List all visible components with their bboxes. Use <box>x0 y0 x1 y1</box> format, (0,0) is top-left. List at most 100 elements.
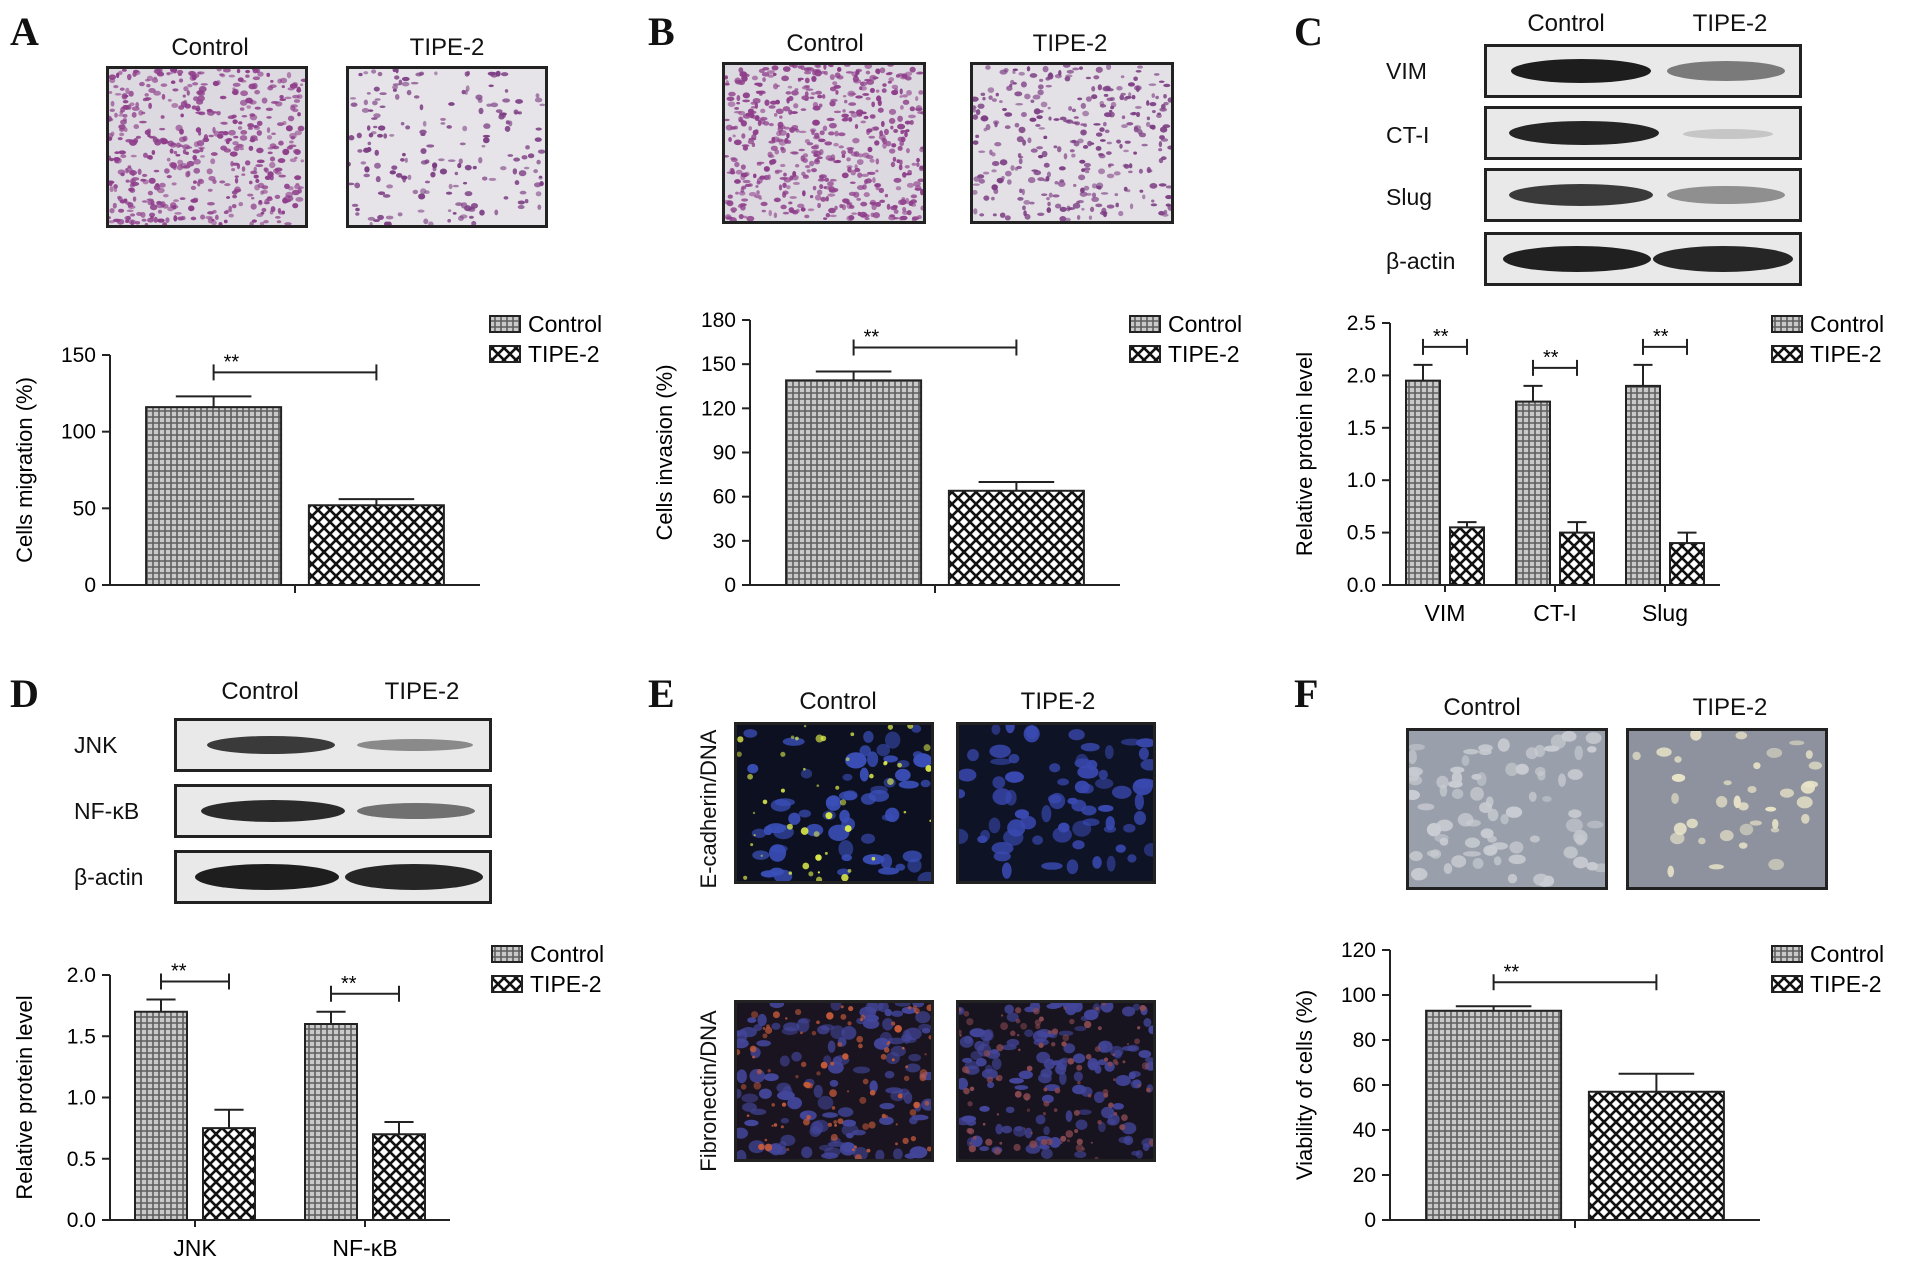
b-tipe2-label: TIPE-2 <box>1032 30 1108 57</box>
significance-label: ** <box>171 961 187 983</box>
c-blot-ct1 <box>1484 106 1802 160</box>
bar-tipe2 <box>202 1127 256 1221</box>
significance-label: ** <box>224 351 240 373</box>
panel-letter-e: E <box>648 671 675 716</box>
b-control-micrograph <box>722 62 926 224</box>
y-tick-label: 30 <box>713 530 736 553</box>
legend-label-control: Control <box>1810 941 1884 967</box>
x-tick-label: CT-I <box>1533 600 1576 626</box>
bar-control <box>134 1010 188 1221</box>
legend-swatch-tipe2 <box>489 345 521 363</box>
legend-swatch-control <box>491 945 523 963</box>
f-tipe2-label: TIPE-2 <box>1692 694 1768 721</box>
y-tick-label: 0.5 <box>67 1148 96 1171</box>
d-blot-label-jnk: JNK <box>74 732 118 758</box>
y-tick-label: 90 <box>713 442 736 465</box>
e-tipe2-label: TIPE-2 <box>1020 688 1096 715</box>
d-tipe2-label: TIPE-2 <box>384 678 460 705</box>
legend-swatch-control <box>1771 945 1803 963</box>
d-control-label: Control <box>221 678 299 705</box>
y-tick-label: 1.0 <box>67 1087 96 1110</box>
bar-tipe2 <box>1559 531 1595 587</box>
y-tick-label: 1.5 <box>1347 417 1376 440</box>
legend-swatch-control <box>1129 315 1161 333</box>
significance-label: ** <box>1433 326 1449 348</box>
x-tick-label: NF-κB <box>332 1235 397 1261</box>
y-tick-label: 0.5 <box>1347 522 1376 545</box>
legend-label-tipe2: TIPE-2 <box>530 971 602 997</box>
chart-b: 0 30 60 90 120 150 180 Cells invasion (%) ** Cont… <box>652 309 1242 597</box>
chart-c: 0.0 0.5 1.0 1.5 2.0 2.5 Relative protein level… <box>1292 311 1884 626</box>
legend-label-control: Control <box>530 941 604 967</box>
y-tick-label: 1.5 <box>67 1025 96 1048</box>
legend-label-tipe2: TIPE-2 <box>1810 971 1882 997</box>
bar-control <box>1515 400 1551 586</box>
a-tipe2-micrograph <box>346 66 548 228</box>
bar-tipe2 <box>947 489 1085 586</box>
c-blot-label-actin: β-actin <box>1386 248 1456 274</box>
y-tick-label: 100 <box>1341 984 1376 1007</box>
y-tick-label: 50 <box>73 497 96 520</box>
y-tick-label: 0.0 <box>1347 574 1376 597</box>
legend-swatch-control <box>1771 315 1803 333</box>
e-control-label: Control <box>799 688 877 715</box>
c-blot-label-vim: VIM <box>1386 58 1427 84</box>
y-tick-label: 40 <box>1353 1119 1376 1142</box>
c-blot-label-ct1: CT-I <box>1386 122 1430 148</box>
y-tick-label: 120 <box>701 397 736 420</box>
y-tick-label: 0 <box>84 574 96 597</box>
y-tick-label: 80 <box>1353 1029 1376 1052</box>
panel-letter-f: F <box>1294 671 1319 716</box>
c-control-label: Control <box>1527 10 1605 37</box>
significance-label: ** <box>1653 326 1669 348</box>
y-axis-label: Cells invasion (%) <box>652 364 677 540</box>
bar-tipe2 <box>1587 1090 1725 1221</box>
x-tick-label: JNK <box>173 1235 217 1261</box>
bar-control <box>145 406 283 586</box>
e-ecadherin-tipe2-image <box>956 722 1156 884</box>
a-tipe2-label: TIPE-2 <box>409 34 485 61</box>
y-tick-label: 2.5 <box>1347 312 1376 335</box>
y-tick-label: 0 <box>724 574 736 597</box>
bar-control <box>1425 1009 1563 1221</box>
legend-label-control: Control <box>1168 311 1242 337</box>
bar-tipe2 <box>307 504 445 586</box>
legend-label-control: Control <box>1810 311 1884 337</box>
c-tipe2-label: TIPE-2 <box>1692 10 1768 37</box>
e-ecadherin-control-image <box>734 722 934 884</box>
c-blot-actin <box>1484 232 1802 286</box>
y-axis-label: Viability of cells (%) <box>1292 990 1317 1180</box>
c-blot-vim <box>1484 44 1802 98</box>
significance-label: ** <box>1543 347 1559 369</box>
y-tick-label: 150 <box>701 353 736 376</box>
a-control-micrograph <box>106 66 308 228</box>
y-tick-label: 20 <box>1353 1164 1376 1187</box>
y-tick-label: 60 <box>1353 1074 1376 1097</box>
y-tick-label: 100 <box>61 421 96 444</box>
chart-d: 0.0 0.5 1.0 1.5 2.0 Relative protein level ** J… <box>12 941 604 1261</box>
y-tick-label: 150 <box>61 344 96 367</box>
y-tick-label: 120 <box>1341 939 1376 962</box>
y-axis-label: Cells migration (%) <box>12 377 37 563</box>
b-control-label: Control <box>786 30 864 57</box>
y-tick-label: 0 <box>1364 1209 1376 1232</box>
legend-swatch-tipe2 <box>491 975 523 993</box>
f-tipe2-phase-image <box>1626 728 1828 890</box>
y-tick-label: 60 <box>713 486 736 509</box>
y-tick-label: 180 <box>701 309 736 332</box>
y-tick-label: 1.0 <box>1347 469 1376 492</box>
x-tick-label: Slug <box>1642 600 1688 626</box>
panel-letter-a: A <box>10 9 39 54</box>
bar-control <box>1405 379 1441 586</box>
legend-label-tipe2: TIPE-2 <box>528 341 600 367</box>
panel-letter-d: D <box>10 671 39 716</box>
significance-label: ** <box>864 327 880 349</box>
c-blot-slug <box>1484 168 1802 222</box>
chart-a: 0 50 100 150 Cells migration (%) ** Control TIP… <box>12 311 602 597</box>
bar-tipe2 <box>1669 542 1705 586</box>
legend-swatch-tipe2 <box>1771 345 1803 363</box>
legend-swatch-tipe2 <box>1129 345 1161 363</box>
y-axis-label: Relative protein level <box>12 995 37 1199</box>
d-blot-label-nfkb: NF-κB <box>74 798 140 824</box>
x-tick-label: VIM <box>1425 600 1466 626</box>
